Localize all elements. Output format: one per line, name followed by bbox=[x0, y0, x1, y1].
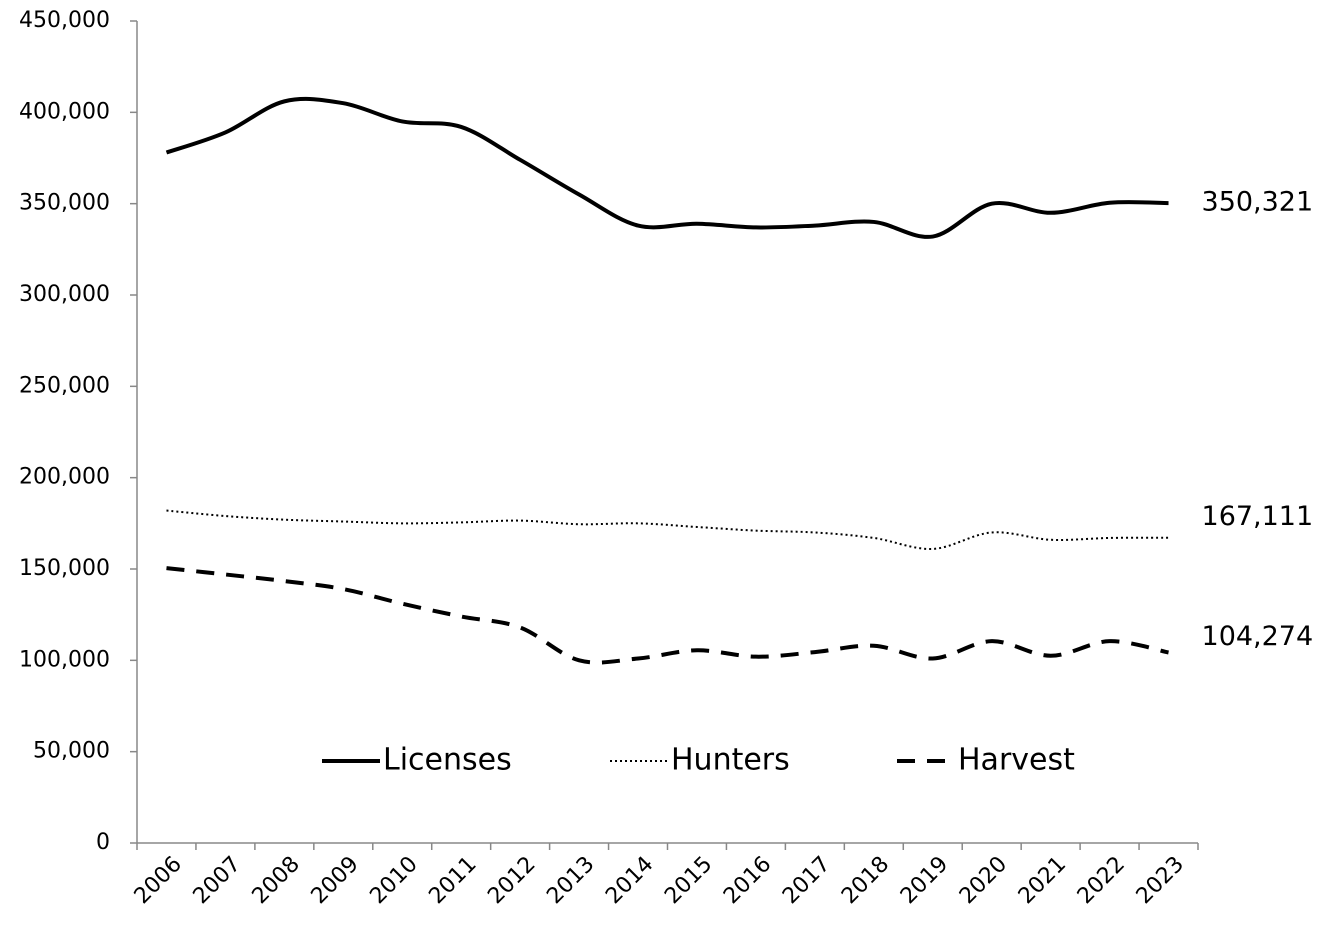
y-tick-label: 200,000 bbox=[19, 465, 110, 490]
x-tick-label: 2010 bbox=[365, 852, 422, 909]
legend-label: Licenses bbox=[383, 743, 512, 778]
x-tick-label: 2007 bbox=[189, 852, 246, 909]
x-tick-label: 2011 bbox=[424, 852, 481, 909]
series-line bbox=[166, 509, 1169, 550]
x-tick-label: 2015 bbox=[660, 852, 717, 909]
y-tick-label: 50,000 bbox=[33, 739, 110, 764]
y-tick-label: 100,000 bbox=[19, 647, 110, 672]
y-tick-label: 300,000 bbox=[19, 282, 110, 307]
series-line bbox=[166, 566, 1169, 665]
y-tick-label: 400,000 bbox=[19, 99, 110, 124]
x-tick-label: 2020 bbox=[955, 852, 1012, 909]
y-tick-label: 150,000 bbox=[19, 556, 110, 581]
legend: Licenses Hunters Harvest bbox=[322, 743, 1075, 778]
y-tick-label: 450,000 bbox=[19, 8, 110, 33]
x-tick-label: 2012 bbox=[483, 852, 540, 909]
value-label: 350,321 bbox=[1202, 187, 1314, 218]
x-tick-label: 2022 bbox=[1073, 852, 1130, 909]
x-tick-label: 2008 bbox=[248, 852, 305, 909]
value-label: 167,111 bbox=[1202, 501, 1314, 532]
y-tick-label: 0 bbox=[96, 830, 110, 855]
x-tick-label: 2018 bbox=[837, 852, 894, 909]
x-tick-label: 2014 bbox=[601, 852, 658, 909]
x-tick-label: 2016 bbox=[719, 852, 776, 909]
value-label: 104,274 bbox=[1202, 621, 1314, 652]
x-tick-label: 2006 bbox=[130, 852, 187, 909]
x-tick-label: 2013 bbox=[542, 852, 599, 909]
x-tick-label: 2009 bbox=[307, 852, 364, 909]
x-tick-label: 2023 bbox=[1132, 852, 1189, 909]
y-tick-label: 250,000 bbox=[19, 373, 110, 398]
x-tick-label: 2021 bbox=[1014, 852, 1071, 909]
x-tick-label: 2019 bbox=[896, 852, 953, 909]
y-tick-label: 350,000 bbox=[19, 191, 110, 216]
legend-label: Harvest bbox=[958, 743, 1075, 778]
series-line bbox=[165, 96, 1169, 239]
legend-label: Hunters bbox=[671, 743, 790, 778]
x-tick-label: 2017 bbox=[778, 852, 835, 909]
